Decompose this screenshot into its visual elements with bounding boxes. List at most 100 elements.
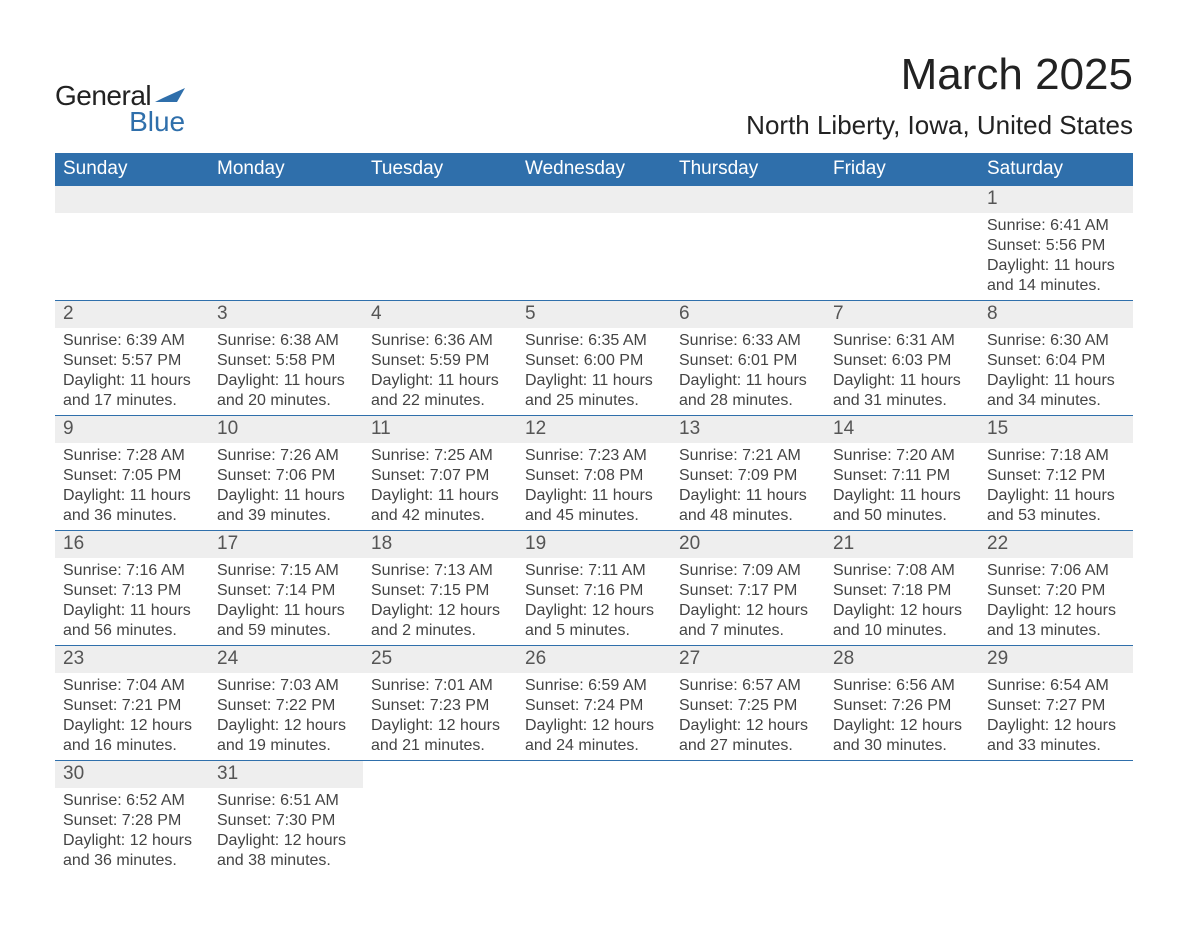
daylight-line-1: Daylight: 11 hours xyxy=(679,371,817,391)
day-number: 6 xyxy=(671,301,825,328)
daylight-line-2: and 5 minutes. xyxy=(525,621,663,641)
daylight-line-1: Daylight: 11 hours xyxy=(833,371,971,391)
daylight-line-1: Daylight: 11 hours xyxy=(217,486,355,506)
day-details: Sunrise: 7:23 AMSunset: 7:08 PMDaylight:… xyxy=(517,443,671,530)
sunrise-line: Sunrise: 7:21 AM xyxy=(679,446,817,466)
daylight-line-2: and 14 minutes. xyxy=(987,276,1125,296)
daylight-line-1: Daylight: 12 hours xyxy=(371,601,509,621)
day-details: Sunrise: 7:25 AMSunset: 7:07 PMDaylight:… xyxy=(363,443,517,530)
day-details: Sunrise: 7:20 AMSunset: 7:11 PMDaylight:… xyxy=(825,443,979,530)
calendar-cell: 17Sunrise: 7:15 AMSunset: 7:14 PMDayligh… xyxy=(209,531,363,645)
calendar-cell: 2Sunrise: 6:39 AMSunset: 5:57 PMDaylight… xyxy=(55,301,209,415)
day-number: 17 xyxy=(209,531,363,558)
sunrise-line: Sunrise: 6:31 AM xyxy=(833,331,971,351)
day-number: 11 xyxy=(363,416,517,443)
sunrise-line: Sunrise: 7:25 AM xyxy=(371,446,509,466)
day-details: Sunrise: 6:57 AMSunset: 7:25 PMDaylight:… xyxy=(671,673,825,760)
day-details: Sunrise: 6:41 AMSunset: 5:56 PMDaylight:… xyxy=(979,213,1133,300)
day-number: 28 xyxy=(825,646,979,673)
calendar-cell xyxy=(209,186,363,300)
calendar-cell xyxy=(517,761,671,875)
day-details: Sunrise: 7:03 AMSunset: 7:22 PMDaylight:… xyxy=(209,673,363,760)
day-number: 22 xyxy=(979,531,1133,558)
daylight-line-1: Daylight: 11 hours xyxy=(63,486,201,506)
sunrise-line: Sunrise: 7:16 AM xyxy=(63,561,201,581)
day-details: Sunrise: 7:18 AMSunset: 7:12 PMDaylight:… xyxy=(979,443,1133,530)
calendar-cell xyxy=(55,186,209,300)
daylight-line-1: Daylight: 11 hours xyxy=(63,371,201,391)
daylight-line-1: Daylight: 11 hours xyxy=(987,256,1125,276)
day-number: 29 xyxy=(979,646,1133,673)
logo-text-blue: Blue xyxy=(107,106,185,138)
calendar-cell: 9Sunrise: 7:28 AMSunset: 7:05 PMDaylight… xyxy=(55,416,209,530)
daylight-line-2: and 59 minutes. xyxy=(217,621,355,641)
page-title: March 2025 xyxy=(746,50,1133,100)
day-number: 27 xyxy=(671,646,825,673)
sunset-line: Sunset: 7:14 PM xyxy=(217,581,355,601)
day-details: Sunrise: 7:28 AMSunset: 7:05 PMDaylight:… xyxy=(55,443,209,530)
day-number: 26 xyxy=(517,646,671,673)
sunset-line: Sunset: 6:00 PM xyxy=(525,351,663,371)
calendar-cell: 29Sunrise: 6:54 AMSunset: 7:27 PMDayligh… xyxy=(979,646,1133,760)
sunrise-line: Sunrise: 6:59 AM xyxy=(525,676,663,696)
calendar-cell xyxy=(979,761,1133,875)
daylight-line-1: Daylight: 12 hours xyxy=(525,716,663,736)
day-number xyxy=(671,186,825,213)
calendar-cell: 10Sunrise: 7:26 AMSunset: 7:06 PMDayligh… xyxy=(209,416,363,530)
calendar-cell: 15Sunrise: 7:18 AMSunset: 7:12 PMDayligh… xyxy=(979,416,1133,530)
daylight-line-1: Daylight: 11 hours xyxy=(525,371,663,391)
sunrise-line: Sunrise: 7:06 AM xyxy=(987,561,1125,581)
daylight-line-1: Daylight: 11 hours xyxy=(987,371,1125,391)
daylight-line-2: and 33 minutes. xyxy=(987,736,1125,756)
day-details: Sunrise: 6:31 AMSunset: 6:03 PMDaylight:… xyxy=(825,328,979,415)
day-number: 24 xyxy=(209,646,363,673)
sunrise-line: Sunrise: 7:03 AM xyxy=(217,676,355,696)
daylight-line-2: and 22 minutes. xyxy=(371,391,509,411)
sunset-line: Sunset: 5:59 PM xyxy=(371,351,509,371)
day-number: 14 xyxy=(825,416,979,443)
sunset-line: Sunset: 7:13 PM xyxy=(63,581,201,601)
day-number: 15 xyxy=(979,416,1133,443)
daylight-line-1: Daylight: 11 hours xyxy=(217,371,355,391)
daylight-line-1: Daylight: 12 hours xyxy=(217,716,355,736)
calendar-cell: 27Sunrise: 6:57 AMSunset: 7:25 PMDayligh… xyxy=(671,646,825,760)
col-header-friday: Friday xyxy=(825,153,979,186)
calendar-cell: 20Sunrise: 7:09 AMSunset: 7:17 PMDayligh… xyxy=(671,531,825,645)
calendar-week-row: 23Sunrise: 7:04 AMSunset: 7:21 PMDayligh… xyxy=(55,645,1133,760)
daylight-line-1: Daylight: 12 hours xyxy=(525,601,663,621)
day-details: Sunrise: 6:56 AMSunset: 7:26 PMDaylight:… xyxy=(825,673,979,760)
calendar-grid: Sunday Monday Tuesday Wednesday Thursday… xyxy=(55,153,1133,875)
daylight-line-2: and 21 minutes. xyxy=(371,736,509,756)
day-details: Sunrise: 7:21 AMSunset: 7:09 PMDaylight:… xyxy=(671,443,825,530)
day-number: 16 xyxy=(55,531,209,558)
daylight-line-2: and 25 minutes. xyxy=(525,391,663,411)
calendar-cell: 4Sunrise: 6:36 AMSunset: 5:59 PMDaylight… xyxy=(363,301,517,415)
calendar-cell: 25Sunrise: 7:01 AMSunset: 7:23 PMDayligh… xyxy=(363,646,517,760)
col-header-tuesday: Tuesday xyxy=(363,153,517,186)
day-details: Sunrise: 7:16 AMSunset: 7:13 PMDaylight:… xyxy=(55,558,209,645)
daylight-line-2: and 7 minutes. xyxy=(679,621,817,641)
day-number: 4 xyxy=(363,301,517,328)
sunrise-line: Sunrise: 7:11 AM xyxy=(525,561,663,581)
sunset-line: Sunset: 7:22 PM xyxy=(217,696,355,716)
sunrise-line: Sunrise: 6:30 AM xyxy=(987,331,1125,351)
sunset-line: Sunset: 7:25 PM xyxy=(679,696,817,716)
sunset-line: Sunset: 7:07 PM xyxy=(371,466,509,486)
daylight-line-1: Daylight: 11 hours xyxy=(525,486,663,506)
day-details: Sunrise: 6:33 AMSunset: 6:01 PMDaylight:… xyxy=(671,328,825,415)
daylight-line-2: and 20 minutes. xyxy=(217,391,355,411)
sunset-line: Sunset: 7:05 PM xyxy=(63,466,201,486)
daylight-line-2: and 53 minutes. xyxy=(987,506,1125,526)
daylight-line-2: and 39 minutes. xyxy=(217,506,355,526)
day-number: 30 xyxy=(55,761,209,788)
calendar-week-row: 9Sunrise: 7:28 AMSunset: 7:05 PMDaylight… xyxy=(55,415,1133,530)
daylight-line-1: Daylight: 12 hours xyxy=(987,716,1125,736)
calendar-week-row: 1Sunrise: 6:41 AMSunset: 5:56 PMDaylight… xyxy=(55,186,1133,300)
sunset-line: Sunset: 6:04 PM xyxy=(987,351,1125,371)
daylight-line-2: and 36 minutes. xyxy=(63,506,201,526)
sunset-line: Sunset: 7:15 PM xyxy=(371,581,509,601)
sunrise-line: Sunrise: 6:36 AM xyxy=(371,331,509,351)
day-details: Sunrise: 6:51 AMSunset: 7:30 PMDaylight:… xyxy=(209,788,363,875)
day-details: Sunrise: 7:26 AMSunset: 7:06 PMDaylight:… xyxy=(209,443,363,530)
daylight-line-1: Daylight: 12 hours xyxy=(217,831,355,851)
